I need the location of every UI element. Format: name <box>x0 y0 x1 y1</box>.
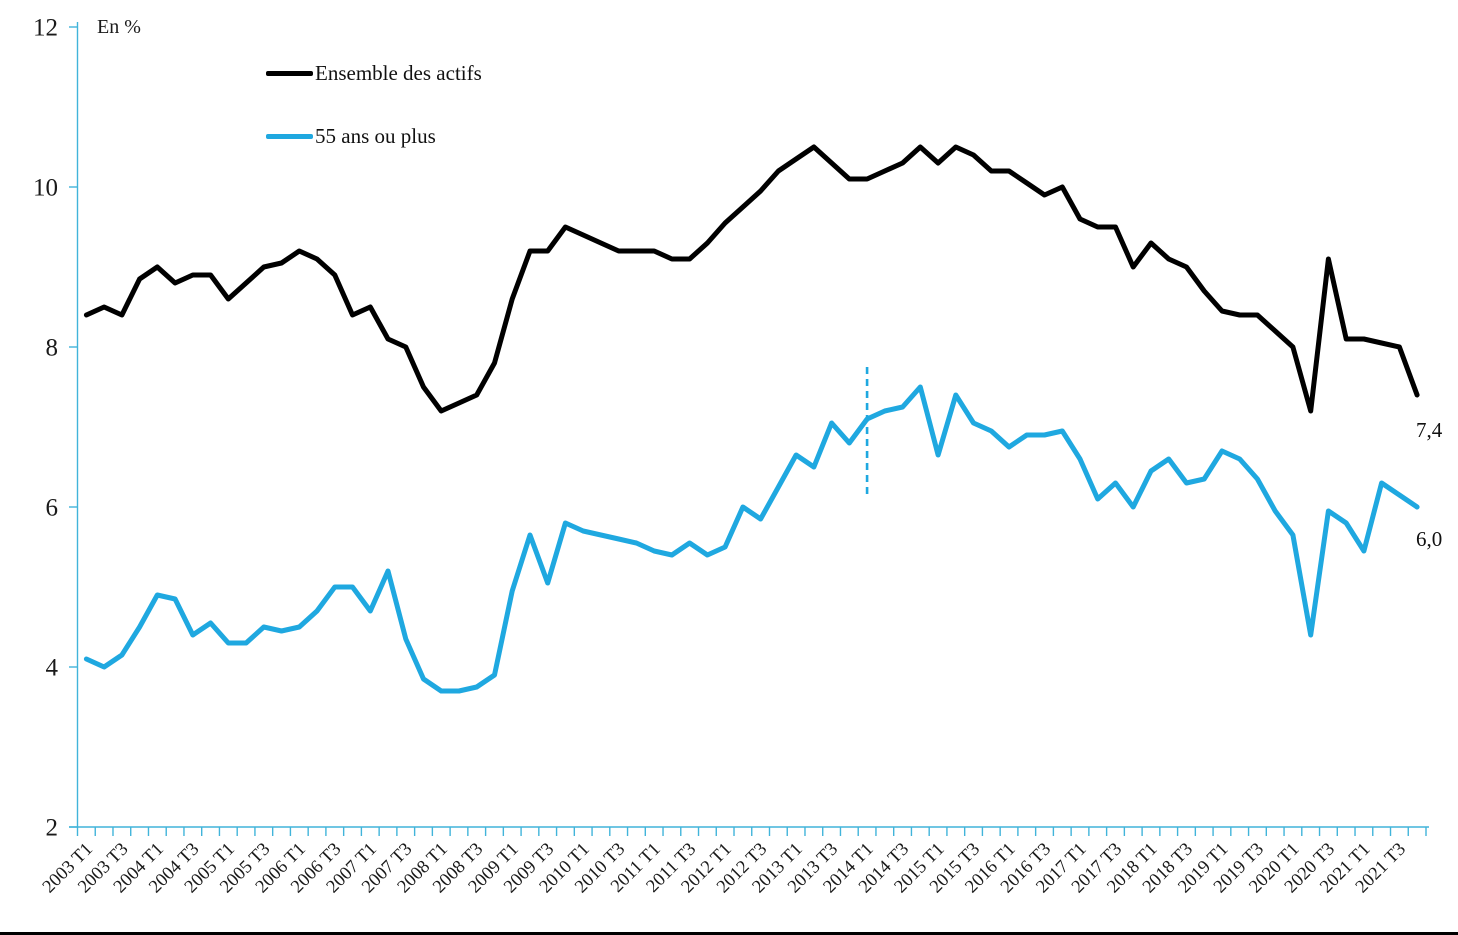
end-value-label-ensemble: 7,4 <box>1416 418 1443 442</box>
y-axis-tick-label: 10 <box>33 175 58 202</box>
y-axis-tick-label: 2 <box>46 815 59 842</box>
figure-bottom-border <box>0 932 1458 935</box>
y-axis-tick-label: 12 <box>33 15 58 42</box>
legend-line-swatch-ensemble <box>266 70 313 76</box>
y-axis-tick-label: 8 <box>46 335 59 362</box>
series-line-seniors <box>83 384 1420 694</box>
legend-line-swatch-seniors <box>266 133 313 139</box>
legend-label-ensemble: Ensemble des actifs <box>315 60 482 85</box>
y-axis-unit-label: En % <box>97 16 141 38</box>
series-line-ensemble <box>83 144 1420 414</box>
legend-item-ensemble: Ensemble des actifs <box>266 61 482 85</box>
legend-label-seniors: 55 ans ou plus <box>315 123 436 148</box>
y-axis-tick-label: 4 <box>46 655 59 682</box>
end-value-label-seniors: 6,0 <box>1416 527 1443 551</box>
legend-item-seniors: 55 ans ou plus <box>266 124 436 148</box>
y-axis-tick-label: 6 <box>46 495 59 522</box>
